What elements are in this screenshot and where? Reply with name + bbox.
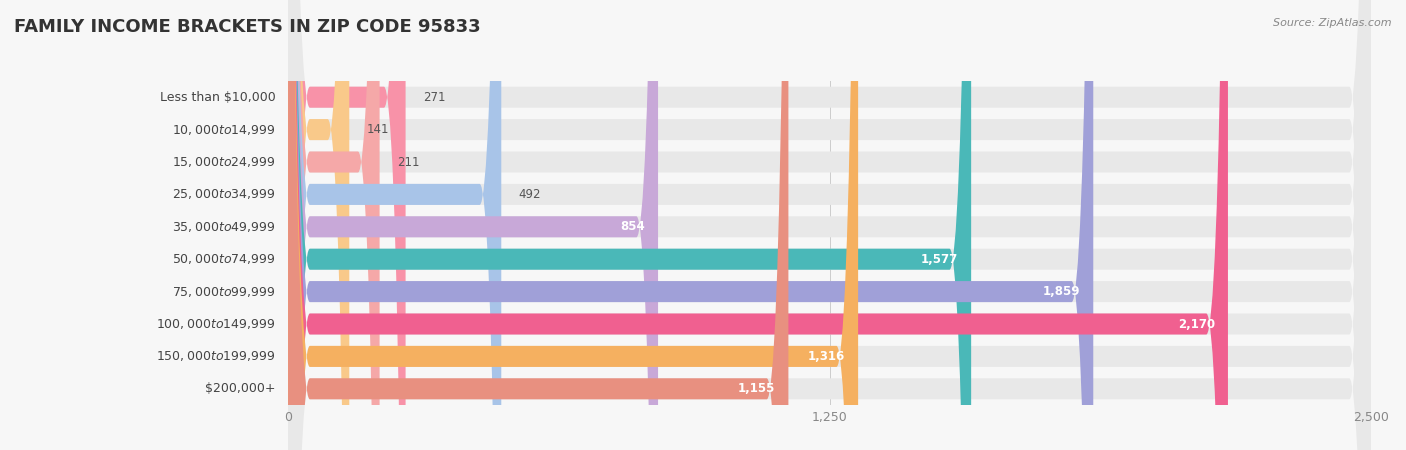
- Text: FAMILY INCOME BRACKETS IN ZIP CODE 95833: FAMILY INCOME BRACKETS IN ZIP CODE 95833: [14, 18, 481, 36]
- Text: $35,000 to $49,999: $35,000 to $49,999: [172, 220, 276, 234]
- FancyBboxPatch shape: [288, 0, 858, 450]
- FancyBboxPatch shape: [288, 0, 380, 450]
- FancyBboxPatch shape: [288, 0, 972, 450]
- Text: 854: 854: [620, 220, 645, 233]
- FancyBboxPatch shape: [288, 0, 1371, 450]
- FancyBboxPatch shape: [288, 0, 1371, 450]
- FancyBboxPatch shape: [288, 0, 1371, 450]
- FancyBboxPatch shape: [288, 0, 1371, 450]
- Text: 211: 211: [396, 156, 419, 168]
- FancyBboxPatch shape: [288, 0, 349, 450]
- Text: Less than $10,000: Less than $10,000: [160, 91, 276, 104]
- FancyBboxPatch shape: [288, 0, 658, 450]
- Text: $15,000 to $24,999: $15,000 to $24,999: [172, 155, 276, 169]
- Text: $100,000 to $149,999: $100,000 to $149,999: [156, 317, 276, 331]
- Text: 492: 492: [519, 188, 541, 201]
- Text: 2,170: 2,170: [1178, 318, 1215, 330]
- FancyBboxPatch shape: [288, 0, 502, 450]
- Text: 1,577: 1,577: [921, 253, 957, 266]
- Text: 271: 271: [423, 91, 446, 104]
- FancyBboxPatch shape: [288, 0, 1094, 450]
- Text: $10,000 to $14,999: $10,000 to $14,999: [172, 122, 276, 137]
- Text: $50,000 to $74,999: $50,000 to $74,999: [172, 252, 276, 266]
- FancyBboxPatch shape: [288, 0, 1371, 450]
- Text: $200,000+: $200,000+: [205, 382, 276, 395]
- FancyBboxPatch shape: [288, 0, 405, 450]
- FancyBboxPatch shape: [288, 0, 1371, 450]
- Text: 141: 141: [367, 123, 389, 136]
- Text: Source: ZipAtlas.com: Source: ZipAtlas.com: [1274, 18, 1392, 28]
- Text: 1,155: 1,155: [738, 382, 776, 395]
- Text: $25,000 to $34,999: $25,000 to $34,999: [172, 187, 276, 202]
- FancyBboxPatch shape: [288, 0, 789, 450]
- FancyBboxPatch shape: [288, 0, 1371, 450]
- Text: $75,000 to $99,999: $75,000 to $99,999: [172, 284, 276, 299]
- Text: 1,316: 1,316: [808, 350, 845, 363]
- FancyBboxPatch shape: [288, 0, 1371, 450]
- Text: $150,000 to $199,999: $150,000 to $199,999: [156, 349, 276, 364]
- FancyBboxPatch shape: [288, 0, 1371, 450]
- FancyBboxPatch shape: [288, 0, 1371, 450]
- FancyBboxPatch shape: [288, 0, 1227, 450]
- Text: 1,859: 1,859: [1043, 285, 1080, 298]
